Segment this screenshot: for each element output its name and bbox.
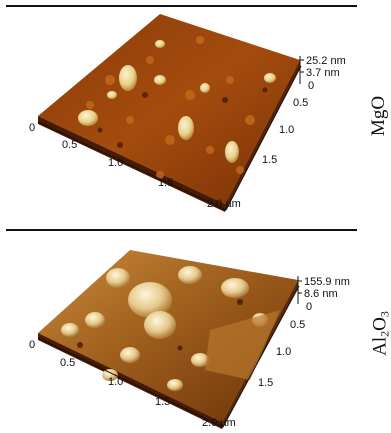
x-axis — [37, 121, 227, 211]
afm-surface-mgo: 25.2 nm 3.7 nm 0 0 0.5 1.0 1.5 2.0 µm 0.… — [29, 14, 346, 212]
x-tick-1: 0.5 — [62, 139, 77, 151]
z-mid-label: 8.6 nm — [304, 288, 338, 300]
x-tick-0: 0 — [29, 122, 35, 134]
z-zero-label: 0 — [306, 301, 312, 313]
x-tick-0: 0 — [29, 339, 35, 351]
y-axis — [222, 285, 300, 428]
middle-rule — [6, 229, 357, 231]
y-tick-3: 1.5 — [258, 377, 273, 389]
x-tick-4: 2.0 µm — [202, 417, 236, 429]
y-tick-2: 1.0 — [279, 124, 294, 136]
surface-dark-pits — [77, 299, 243, 351]
surface-texture — [86, 36, 255, 179]
y-tick-1: 0.5 — [290, 319, 305, 331]
x-tick-3: 1.5 — [155, 396, 170, 408]
y-tick-1: 0.5 — [293, 97, 308, 109]
surface-grains — [61, 266, 268, 391]
surface-front-edge — [38, 333, 222, 429]
x-tick-1: 0.5 — [60, 357, 75, 369]
surface-top — [38, 14, 300, 204]
material-label-mgo: MgO — [368, 95, 389, 137]
afm-panel-al2o3: 155.9 nm 8.6 nm 0 0 0.5 1.0 1.5 2.0 µm 0… — [0, 230, 391, 433]
x-tick-3: 1.5 — [158, 177, 173, 189]
x-tick-2: 1.0 — [108, 376, 123, 388]
afm-surface-al2o3: 155.9 nm 8.6 nm 0 0 0.5 1.0 1.5 2.0 µm 0… — [29, 250, 350, 429]
surface-smooth-region — [205, 310, 280, 380]
z-max-label: 155.9 nm — [304, 276, 350, 288]
y-tick-2: 1.0 — [276, 346, 291, 358]
z-max-label: 25.2 nm — [306, 55, 346, 67]
z-zero-label: 0 — [308, 80, 314, 92]
surface-grains — [78, 40, 276, 163]
surface-right-edge — [225, 60, 300, 212]
y-axis — [225, 65, 302, 211]
y-tick-3: 1.5 — [262, 154, 277, 166]
material-label-al2o3: Al2O3 — [369, 311, 391, 356]
x-tick-2: 1.0 — [108, 157, 123, 169]
afm-panel-mgo: 25.2 nm 3.7 nm 0 0 0.5 1.0 1.5 2.0 µm 0.… — [29, 14, 389, 212]
x-tick-4: 2.0 µm — [207, 198, 241, 210]
x-axis — [37, 337, 224, 428]
z-mid-label: 3.7 nm — [306, 67, 340, 79]
top-rule — [6, 5, 357, 7]
